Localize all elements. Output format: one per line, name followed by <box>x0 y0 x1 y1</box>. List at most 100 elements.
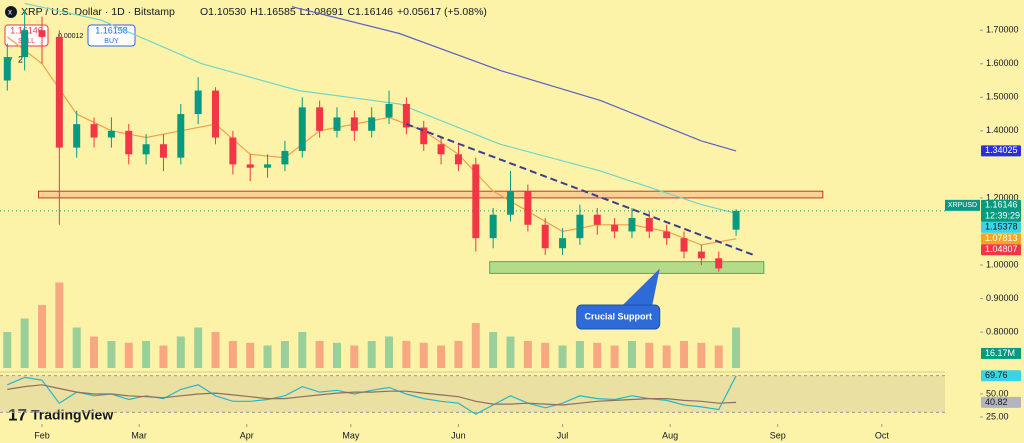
volume-bar <box>263 345 272 368</box>
candle-body <box>298 107 306 151</box>
volume-bar <box>159 345 168 368</box>
volume-bar <box>437 345 446 368</box>
spread: 0.00012 <box>58 33 83 40</box>
volume-label: 16.17M <box>985 348 1015 358</box>
volume-bar <box>575 341 584 368</box>
x-tick-label: Jul <box>557 430 569 440</box>
volume-bar <box>72 327 81 368</box>
candle-body <box>3 57 11 81</box>
zone <box>38 190 824 199</box>
volume-bar <box>610 345 619 368</box>
volume-bar <box>246 342 255 368</box>
candle-body <box>385 103 393 118</box>
volume-bar <box>332 342 341 368</box>
volume-bar <box>697 342 706 368</box>
candle-body <box>333 117 341 131</box>
volume-bar <box>211 332 220 368</box>
indicators-count[interactable]: 2 <box>18 54 23 64</box>
candle-body <box>142 144 150 155</box>
candle-body <box>680 238 688 252</box>
price-label: 1.04807 <box>985 244 1018 254</box>
candle-body <box>316 107 324 131</box>
price-label: 1.16146 <box>985 200 1018 210</box>
volume-bar <box>176 336 185 368</box>
ohlc-value: +0.05617 (+5.08%) <box>397 6 487 18</box>
volume-bar <box>107 341 116 368</box>
y-tick-label: 1.20000 <box>986 192 1019 202</box>
y-tick-label: 1.40000 <box>986 125 1019 135</box>
buy-label[interactable]: BUY <box>104 38 119 45</box>
rsi-line <box>7 375 737 415</box>
rsi-label: 40.82 <box>985 397 1008 407</box>
candle-body <box>715 258 723 269</box>
candle-body <box>194 90 202 115</box>
volume-bar <box>593 342 602 368</box>
x-tick-label: May <box>342 430 360 440</box>
volume-bar <box>280 341 289 368</box>
volume-bar <box>315 341 324 368</box>
volume-bar <box>55 282 64 368</box>
candle-body <box>55 36 63 148</box>
candle-body <box>437 144 445 155</box>
volume-bar <box>402 341 411 368</box>
volume-bar <box>90 336 99 368</box>
price-label: 1.34025 <box>985 145 1018 155</box>
volume-bar <box>228 341 237 368</box>
symbol-icon-glyph: x <box>8 8 12 17</box>
x-tick-label: Jun <box>451 430 466 440</box>
volume-bar <box>523 341 532 368</box>
candle-body <box>472 164 480 239</box>
price-label: 1.15378 <box>985 222 1018 232</box>
price-label-box <box>981 145 1021 157</box>
x-tick-label: Oct <box>875 430 890 440</box>
y-tick-label: 1.60000 <box>986 58 1019 68</box>
volume-bar <box>506 336 515 368</box>
volume-bar <box>142 341 151 368</box>
rsi-label: 69.76 <box>985 370 1008 380</box>
volume-bar <box>194 327 203 368</box>
volume-bar <box>298 332 307 368</box>
symbol-icon <box>5 6 17 18</box>
candle-body <box>645 218 653 232</box>
volume-bar <box>645 342 654 368</box>
y-tick-label: 0.90000 <box>986 293 1019 303</box>
volume-bar <box>20 318 29 368</box>
candle-body <box>420 127 428 145</box>
volume-bar <box>627 341 636 368</box>
volume-bar <box>662 345 671 368</box>
price-label-box <box>981 199 1021 222</box>
volume-bar <box>3 332 12 368</box>
x-tick-label: Feb <box>34 430 50 440</box>
candle-body <box>732 210 740 230</box>
volume-bar <box>714 345 723 368</box>
buy-price[interactable]: 1.16158 <box>95 25 128 35</box>
candle-body <box>21 30 29 58</box>
candle-body <box>159 144 167 158</box>
price-label-box <box>981 396 1021 408</box>
y-tick-label: 0.80000 <box>986 326 1019 336</box>
volume-bar <box>680 341 689 368</box>
candle-body <box>454 154 462 165</box>
candle-body <box>402 103 410 128</box>
volume-bar <box>367 341 376 368</box>
candle-body <box>125 130 133 155</box>
y-tick-label: 1.70000 <box>986 25 1019 35</box>
ohlc-value: C1.16146 <box>347 6 393 18</box>
callout <box>576 304 661 330</box>
candle-body <box>524 191 532 225</box>
candle-body <box>489 214 497 239</box>
trendline <box>406 123 754 256</box>
volume-label-box <box>981 347 1021 359</box>
callout-text: Crucial Support <box>584 311 652 321</box>
price-label-box <box>981 221 1021 233</box>
candle-body <box>107 130 115 138</box>
candle-body <box>368 117 376 131</box>
rsi-band <box>0 375 945 413</box>
candle-body <box>38 30 46 37</box>
rsi-ma-line <box>7 384 737 406</box>
volume-bar <box>419 342 428 368</box>
zone <box>489 261 765 274</box>
candle-body <box>507 191 515 215</box>
volume-bar <box>454 341 463 368</box>
